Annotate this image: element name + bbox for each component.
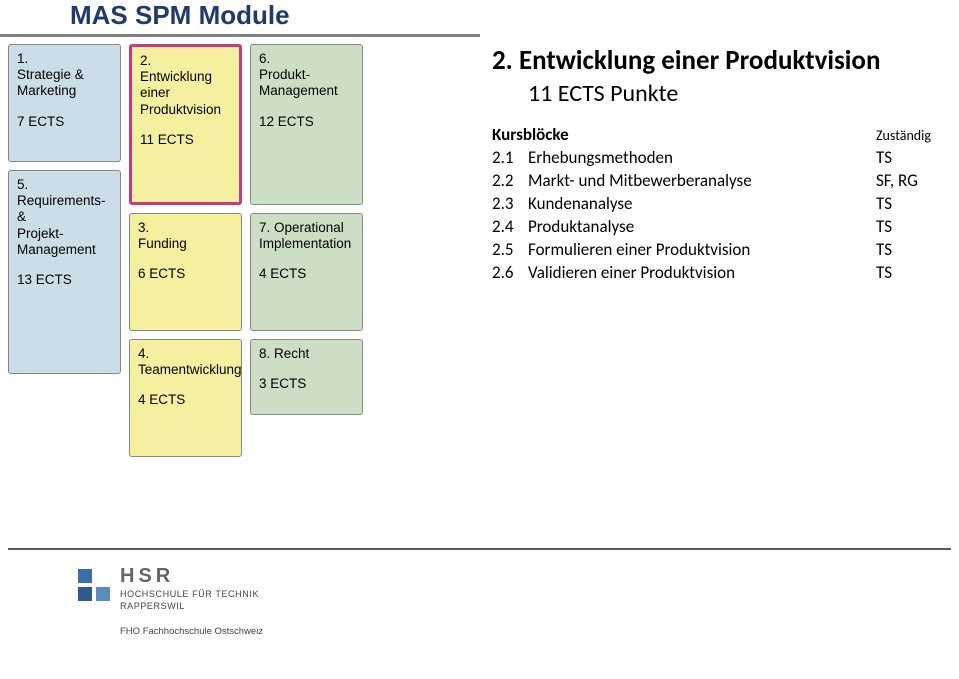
module-title: Implementation [259,236,354,252]
row-resp: TS [876,216,952,237]
row-num: 2.3 [492,193,528,214]
module-ects: 3 ECTS [259,376,354,392]
module-ects: 7 ECTS [17,114,112,130]
module-title: Requirements- & Projekt- Management [17,193,112,258]
row-resp: TS [876,193,952,214]
module-strategie: 1. Strategie & Marketing 7 ECTS [8,44,121,162]
hsr-logo-icon [78,569,110,601]
row-resp: TS [876,147,952,168]
footer-logo: HSR HOCHSCHULE FÜR TECHNIK RAPPERSWIL FH… [78,565,263,637]
hsr-text: HSR [120,565,263,588]
module-num: 3. [138,220,233,236]
row-num: 2.6 [492,262,528,283]
module-num: 5. [17,177,112,193]
module-recht: 8. Recht 3 ECTS [250,339,363,415]
module-title: Teamentwicklung [138,362,233,378]
table-row: 2.4 Produktanalyse TS [492,216,952,237]
module-ects: 12 ECTS [259,114,354,130]
module-title: Funding [138,236,233,252]
module-ects: 6 ECTS [138,266,233,282]
module-ects: 4 ECTS [138,392,233,408]
module-num: 7. Operational [259,220,354,236]
title-underline [0,34,480,37]
row-resp: TS [876,239,952,260]
row-num: 2.1 [492,147,528,168]
detail-title: 2. Entwicklung einer Produktvision [492,44,952,77]
detail-subtitle: 11 ECTS Punkte [528,79,952,108]
header-label: Kursblöcke [492,124,876,145]
module-title: Entwicklung einer Produktvision [140,69,231,118]
module-prodmgmt: 6. Produkt- Management 12 ECTS [250,44,363,205]
table-header: Kursblöcke Zuständig [492,124,952,145]
row-label: Produktanalyse [528,216,876,237]
table-row: 2.3 Kundenanalyse TS [492,193,952,214]
module-ects: 13 ECTS [17,272,112,288]
page-title: MAS SPM Module [70,0,290,31]
module-ects: 11 ECTS [140,132,231,148]
row-resp: SF, RG [876,170,952,191]
module-ects: 4 ECTS [259,266,354,282]
row-num: 2.4 [492,216,528,237]
footer-divider [8,548,951,550]
row-label: Kundenanalyse [528,193,876,214]
module-num: 2. [140,53,231,69]
table-row: 2.6 Validieren einer Produktvision TS [492,262,952,283]
table-row: 2.2 Markt- und Mitbewerberanalyse SF, RG [492,170,952,191]
row-num: 2.5 [492,239,528,260]
module-title: Strategie & Marketing [17,67,112,99]
kursbloecke-table: Kursblöcke Zuständig 2.1 Erhebungsmethod… [492,124,952,283]
row-label: Erhebungsmethoden [528,147,876,168]
module-funding: 3. Funding 6 ECTS [129,213,242,331]
table-row: 2.5 Formulieren einer Produktvision TS [492,239,952,260]
module-teamentw: 4. Teamentwicklung 4 ECTS [129,339,242,457]
module-num: 8. Recht [259,346,354,362]
hsr-sub2: RAPPERSWIL [120,601,263,612]
module-opimpl: 7. Operational Implementation 4 ECTS [250,213,363,331]
modules-grid: 1. Strategie & Marketing 7 ECTS 5. Requi… [8,44,476,465]
fho-text: FHO Fachhochschule Ostschweiz [120,626,263,637]
row-label: Markt- und Mitbewerberanalyse [528,170,876,191]
row-resp: TS [876,262,952,283]
module-prodvision: 2. Entwicklung einer Produktvision 11 EC… [129,44,242,205]
hsr-sub1: HOCHSCHULE FÜR TECHNIK [120,589,263,600]
module-num: 6. [259,51,354,67]
row-num: 2.2 [492,170,528,191]
module-num: 4. [138,346,233,362]
table-row: 2.1 Erhebungsmethoden TS [492,147,952,168]
row-label: Validieren einer Produktvision [528,262,876,283]
module-title: Produkt- Management [259,67,354,99]
detail-pane: 2. Entwicklung einer Produktvision 11 EC… [492,44,952,285]
module-num: 1. [17,51,112,67]
header-resp: Zuständig [876,124,952,145]
module-requirements: 5. Requirements- & Projekt- Management 1… [8,170,121,374]
row-label: Formulieren einer Produktvision [528,239,876,260]
